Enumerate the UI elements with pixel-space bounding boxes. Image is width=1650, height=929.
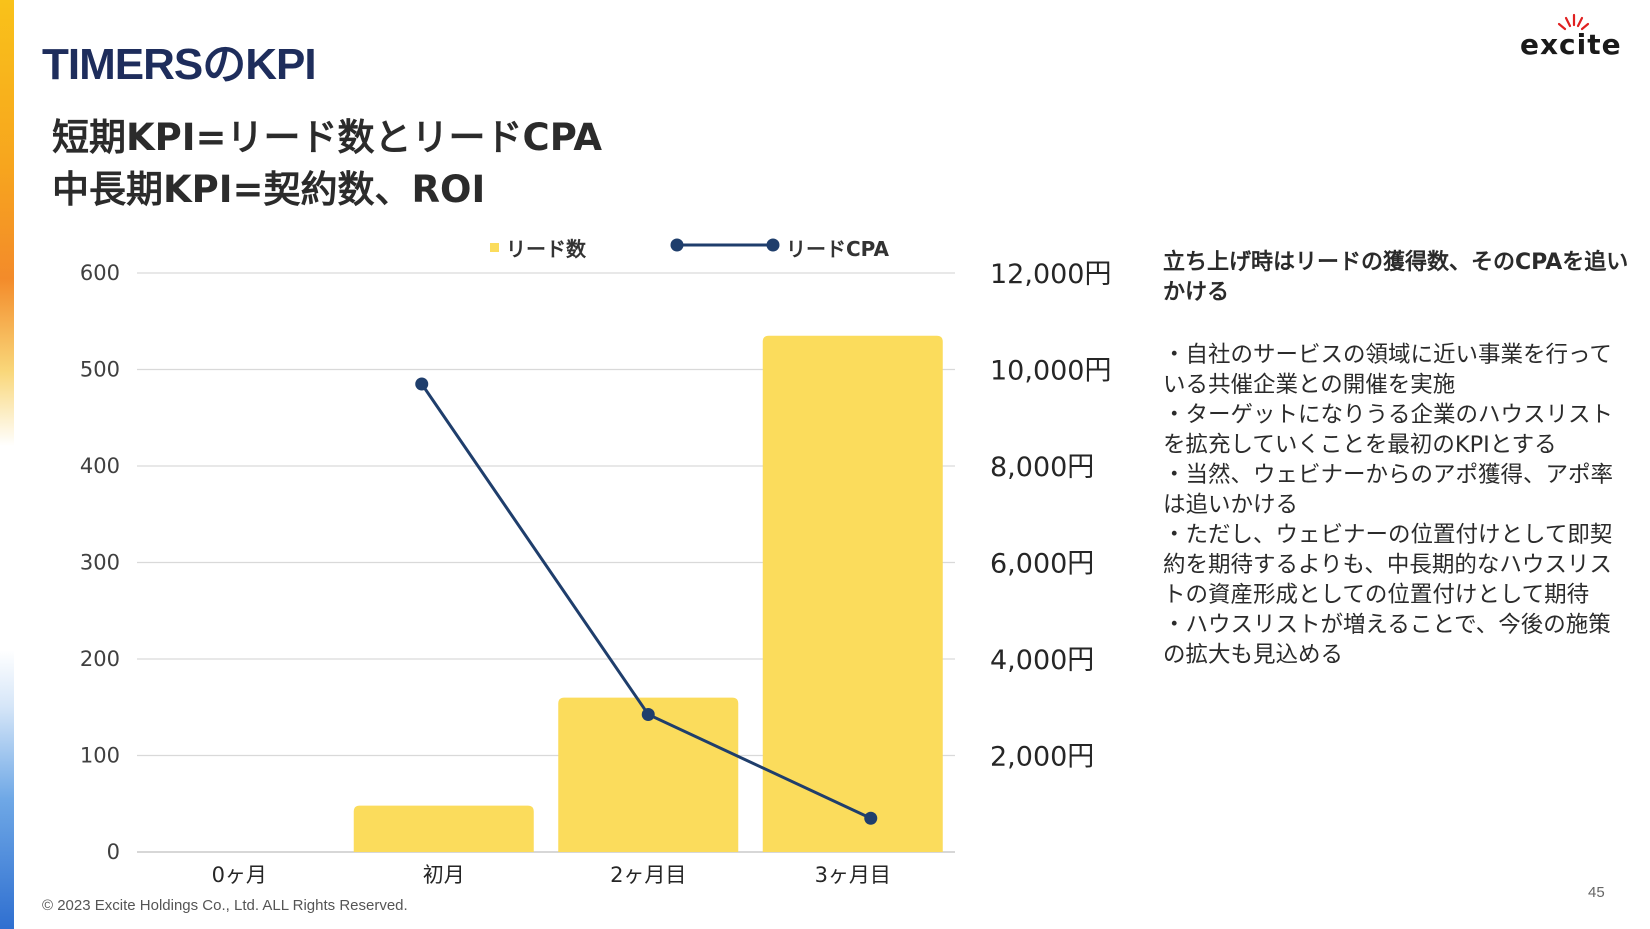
bullet-item: ・自社のサービスの領域に近い事業を行っている共催企業との開催を実施 — [1163, 342, 1612, 398]
legend-line-marker — [766, 238, 780, 252]
accent-bar — [0, 0, 14, 929]
bar — [353, 805, 534, 852]
side-heading: 立ち上げ時はリードの獲得数、そのCPAを追いかける — [1163, 250, 1629, 305]
y2-tick-label: 12,000円 — [990, 259, 1111, 290]
legend-label: リード数 — [506, 237, 587, 261]
y-tick-label: 0 — [107, 840, 120, 864]
copyright-footer: © 2023 Excite Holdings Co., Ltd. ALL Rig… — [42, 897, 408, 914]
kpi-chart: 0 100 200 300 400 500 600 12,000円 10,000円 8,000円 6… — [80, 237, 1112, 887]
y2-tick-label: 6,000円 — [990, 549, 1094, 580]
y2-tick-label: 4,000円 — [990, 645, 1094, 676]
y-tick-label: 600 — [80, 261, 120, 285]
y-tick-label: 200 — [80, 647, 120, 671]
headline-line-2: 中長期KPI=契約数、ROI — [52, 168, 486, 211]
logo-text: excite — [1520, 28, 1622, 61]
bullet-item: ・ターゲットになりうる企業のハウスリストを拡充していくことを最初のKPIとする — [1163, 402, 1614, 458]
headline-line-1: 短期KPI=リード数とリードCPA — [52, 116, 603, 159]
excite-logo: excite — [1520, 12, 1630, 62]
x-tick-label: 2ヶ月目 — [610, 863, 686, 887]
logo-sparkle-icon — [1557, 13, 1590, 31]
cpa-point — [641, 707, 655, 721]
headline: 短期KPI=リード数とリードCPA 中長期KPI=契約数、ROI — [52, 112, 602, 216]
y2-tick-label: 2,000円 — [990, 742, 1094, 773]
bullet-item: ・ハウスリストが増えることで、今後の施策の拡大も見込める — [1163, 612, 1611, 668]
page-number: 45 — [1588, 884, 1605, 901]
cpa-point — [864, 811, 878, 825]
x-tick-label: 初月 — [423, 863, 465, 887]
y-tick-label: 300 — [80, 551, 120, 575]
bullet-item: ・当然、ウェビナーからのアポ獲得、アポ率は追いかける — [1163, 462, 1614, 518]
legend-bar-swatch — [490, 243, 499, 252]
x-tick-label: 0ヶ月 — [212, 863, 267, 887]
legend-line-marker — [670, 238, 684, 252]
y2-tick-label: 10,000円 — [990, 356, 1111, 387]
y-tick-label: 100 — [80, 744, 120, 768]
y2-tick-label: 8,000円 — [990, 452, 1094, 483]
cpa-point — [415, 377, 429, 391]
bullet-item: ・ただし、ウェビナーの位置付けとして即契約を期待するよりも、中長期的なハウスリス… — [1163, 522, 1613, 608]
y-tick-label: 500 — [80, 358, 120, 382]
slide-title: TIMERSのKPI — [42, 40, 317, 89]
bar — [762, 335, 943, 853]
y-tick-label: 400 — [80, 454, 120, 478]
side-bullets: ・自社のサービスの領域に近い事業を行っている共催企業との開催を実施 ・ターゲット… — [1163, 340, 1623, 670]
x-tick-label: 3ヶ月目 — [815, 863, 891, 887]
legend-label: リードCPA — [786, 237, 889, 261]
